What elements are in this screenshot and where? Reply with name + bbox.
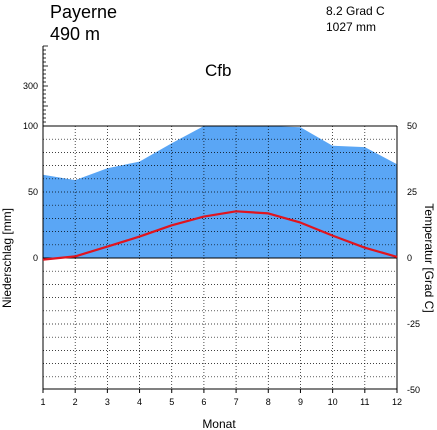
right-tick-label: -50 xyxy=(407,385,420,395)
x-tick-label: 10 xyxy=(328,397,338,407)
x-tick-label: 12 xyxy=(392,397,402,407)
temperature-line xyxy=(42,210,398,261)
left-tick-label-compressed: 300 xyxy=(23,81,38,91)
station-name: Payerne xyxy=(50,2,117,22)
x-tick-label: 2 xyxy=(73,397,78,407)
x-tick-label: 5 xyxy=(169,397,174,407)
right-axis-label: Temperatur [Grad C] xyxy=(422,203,436,312)
x-tick-label: 4 xyxy=(137,397,142,407)
x-tick-label: 7 xyxy=(234,397,239,407)
station-elevation: 490 m xyxy=(50,24,100,44)
temperature-line-group xyxy=(42,210,398,261)
x-tick-label: 1 xyxy=(40,397,45,407)
plot-frame xyxy=(42,45,398,393)
right-tick-label: 50 xyxy=(407,121,417,131)
climate-classification: Cfb xyxy=(205,61,231,80)
right-tick-label: 25 xyxy=(407,187,417,197)
grid-lines xyxy=(43,126,397,389)
x-tick-label: 6 xyxy=(201,397,206,407)
x-tick-label: 3 xyxy=(105,397,110,407)
mean-temperature: 8.2 Grad C xyxy=(326,4,385,18)
left-axis-label: Niederschlag [mm] xyxy=(0,208,14,308)
left-tick-label: 100 xyxy=(23,121,38,131)
right-tick-label: -25 xyxy=(407,319,420,329)
right-tick-label: 0 xyxy=(407,253,412,263)
x-tick-label: 11 xyxy=(360,397,369,407)
x-tick-label: 9 xyxy=(298,397,303,407)
annual-precipitation: 1027 mm xyxy=(326,20,376,34)
x-axis-label: Monat xyxy=(202,417,236,430)
left-tick-label: 0 xyxy=(33,253,38,263)
left-tick-label: 50 xyxy=(28,187,38,197)
x-tick-label: 8 xyxy=(266,397,271,407)
